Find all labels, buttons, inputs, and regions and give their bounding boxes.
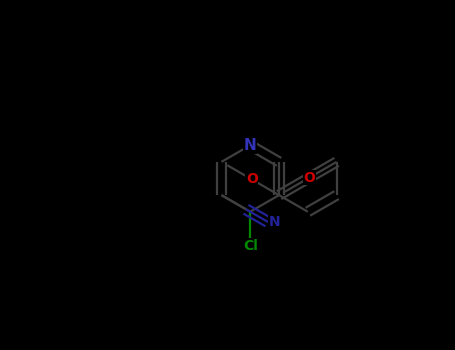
Text: N: N bbox=[268, 215, 280, 229]
Text: N: N bbox=[244, 138, 257, 153]
Text: Cl: Cl bbox=[243, 239, 258, 253]
Text: O: O bbox=[303, 171, 315, 185]
Text: O: O bbox=[246, 172, 258, 186]
